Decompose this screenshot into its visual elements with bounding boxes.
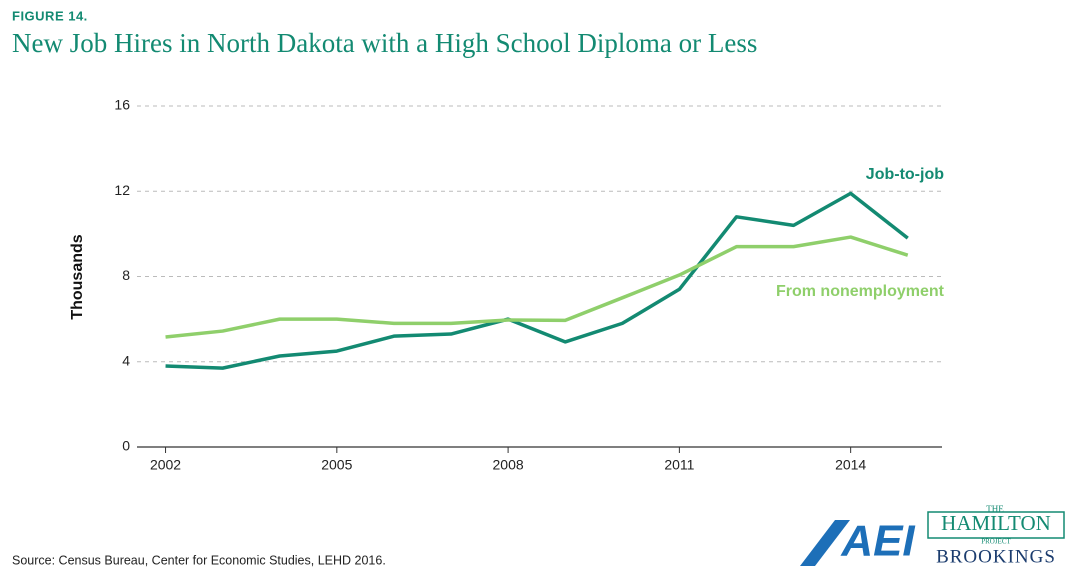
figure-label: FIGURE 14. — [12, 8, 88, 23]
x-tick-label: 2011 — [664, 457, 694, 473]
y-tick-label: 16 — [114, 97, 130, 113]
x-tick-label: 2008 — [493, 457, 524, 473]
x-tick-label: 2002 — [150, 457, 181, 473]
aei-logo-text: AEI — [840, 517, 915, 566]
hamilton-logo: THE HAMILTON PROJECT BROOKINGS — [927, 504, 1065, 567]
logo-box — [927, 511, 1065, 539]
y-tick-label: 4 — [122, 352, 130, 368]
series-label: From nonemployment — [776, 283, 945, 300]
logo-text: BROOKINGS — [936, 546, 1056, 567]
y-tick-label: 8 — [122, 267, 130, 283]
logo-shape — [800, 520, 850, 566]
series-line — [165, 191, 909, 370]
x-tick-label: 2005 — [321, 457, 352, 473]
chart-title: New Job Hires in North Dakota with a Hig… — [12, 28, 757, 58]
y-axis-label: Thousands — [69, 234, 86, 319]
series-line — [165, 235, 909, 339]
logo-text: PROJECT — [981, 538, 1011, 546]
x-tick-label: 2014 — [835, 457, 866, 473]
y-tick-label: 12 — [114, 182, 130, 198]
y-tick-label: 0 — [122, 438, 130, 454]
logo-text: THE — [986, 504, 1004, 514]
series-label: Job-to-job — [866, 166, 944, 183]
source: Source: Census Bureau, Center for Econom… — [12, 553, 386, 567]
logo-text: HAMILTON — [941, 511, 1051, 535]
aei-logo: AEI — [800, 517, 915, 566]
